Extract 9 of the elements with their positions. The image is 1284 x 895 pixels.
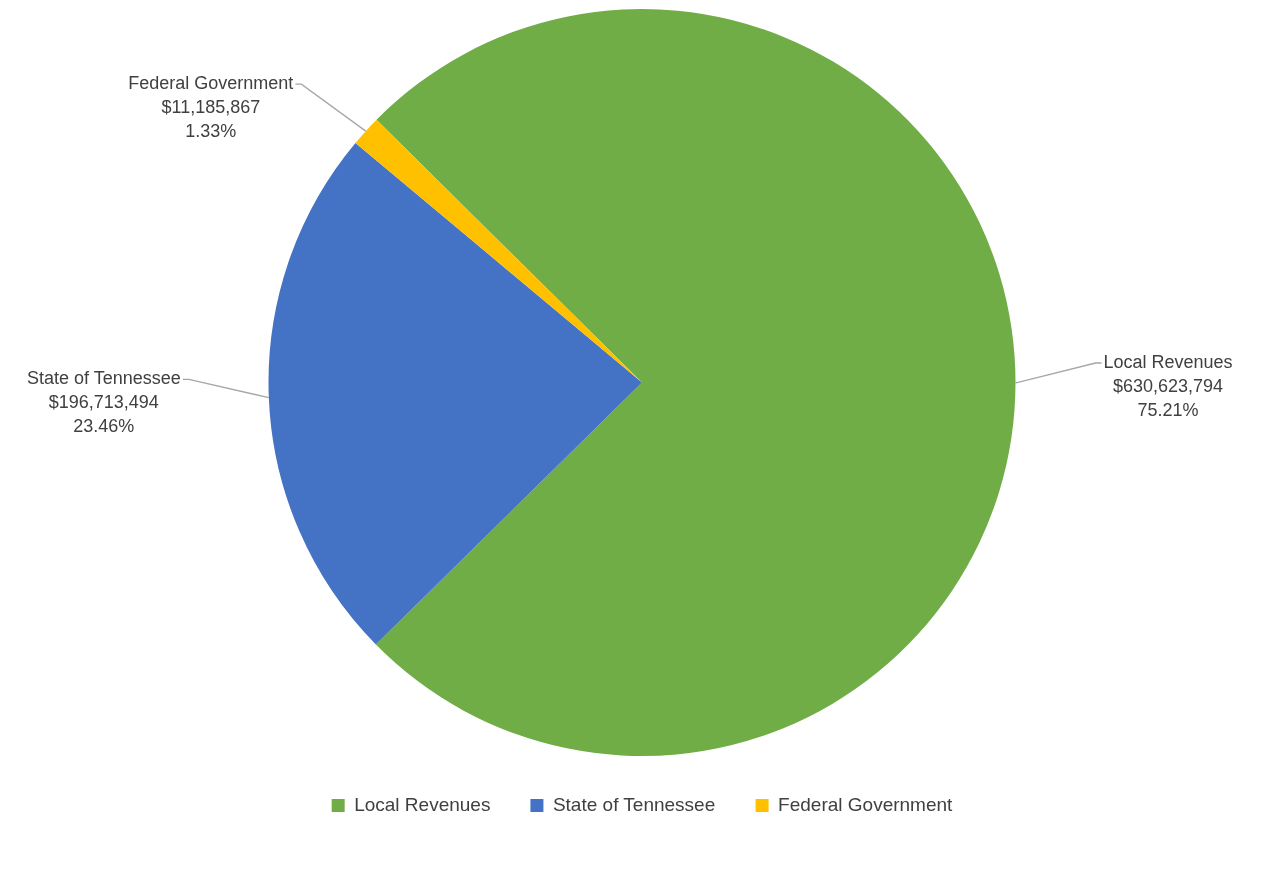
legend-label: Federal Government <box>778 793 954 815</box>
data-label: $11,185,867 1.33% <box>161 97 261 142</box>
legend-label: State of Tennessee <box>552 793 716 815</box>
data-label: $196,713,494 23.46% <box>48 392 159 437</box>
legend-label: Local Revenues <box>354 793 491 815</box>
data-label: $630,623,794 75.21% <box>1112 375 1224 420</box>
slice-label: Local Revenues <box>1103 351 1233 372</box>
slice-label: State of Tennessee <box>26 368 181 389</box>
slice-label: Federal Government <box>128 73 294 94</box>
